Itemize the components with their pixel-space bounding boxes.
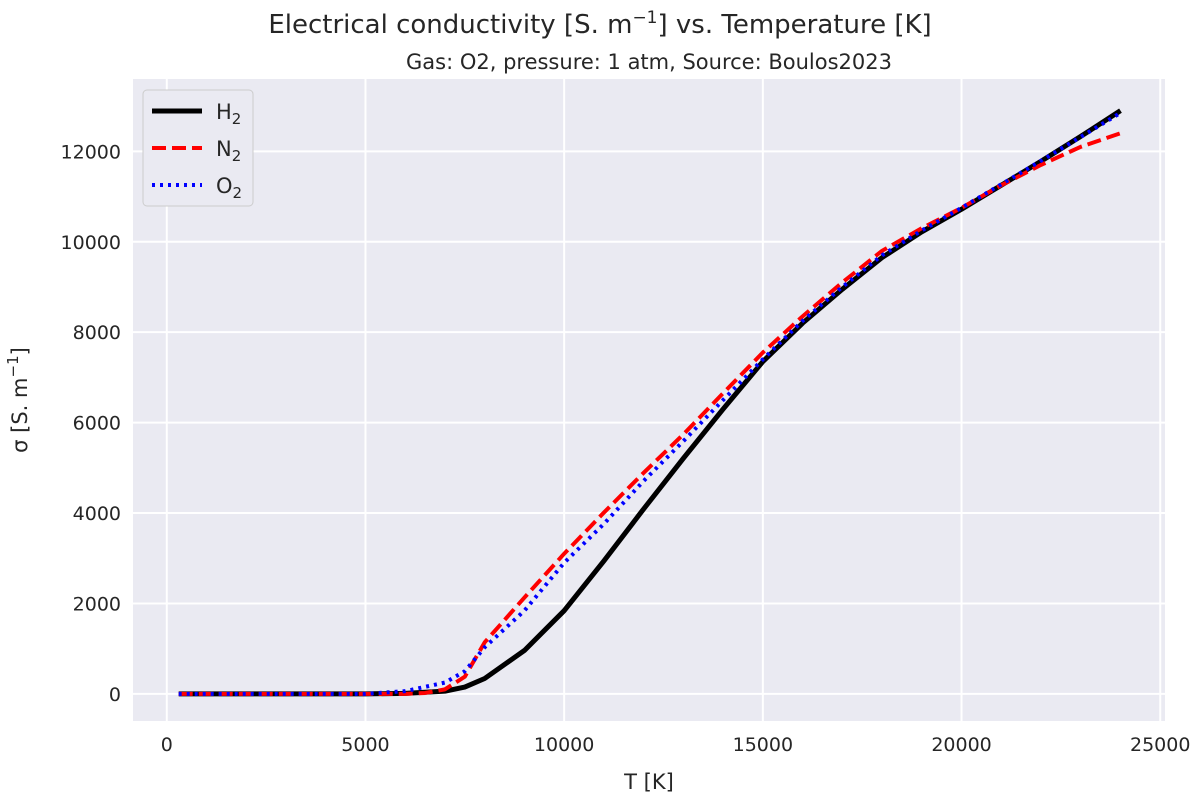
chart-title: Electrical conductivity [S. m−1] vs. Tem…: [268, 8, 931, 40]
x-axis-label: T [K]: [623, 770, 674, 794]
chart-subtitle: Gas: O2, pressure: 1 atm, Source: Boulos…: [406, 50, 892, 74]
legend-label-O2: O2: [216, 174, 242, 202]
legend: H2 N2 O2: [142, 89, 254, 207]
x-tick-label: 20000: [931, 734, 991, 756]
legend-label-H2: H2: [216, 100, 241, 128]
y-tick-label: 4000: [73, 503, 121, 525]
x-tick-label: 10000: [534, 734, 594, 756]
x-tick-label: 15000: [733, 734, 793, 756]
x-tick-label: 25000: [1130, 734, 1190, 756]
x-tick-label: 0: [161, 734, 173, 756]
y-tick-label: 0: [109, 684, 121, 706]
plot-area: [133, 79, 1165, 721]
y-tick-label: 8000: [73, 322, 121, 344]
legend-label-N2: N2: [216, 137, 241, 165]
y-axis-label: σ [S. m−1]: [4, 347, 32, 453]
y-tick-label: 10000: [61, 232, 121, 254]
x-tick-label: 5000: [341, 734, 389, 756]
y-tick-label: 12000: [61, 141, 121, 163]
y-tick-label: 2000: [73, 593, 121, 615]
y-tick-label: 6000: [73, 413, 121, 435]
